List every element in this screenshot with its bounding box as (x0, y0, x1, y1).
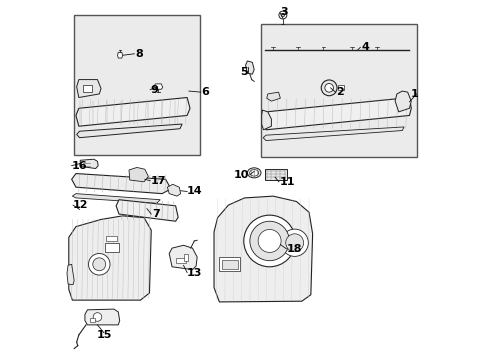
Polygon shape (169, 245, 197, 270)
Bar (221, 260, 237, 269)
Polygon shape (72, 194, 160, 203)
Polygon shape (76, 98, 190, 126)
Circle shape (88, 253, 110, 275)
Bar (104, 243, 119, 252)
Text: 8: 8 (135, 49, 142, 59)
Text: 5: 5 (239, 67, 247, 77)
Bar (175, 258, 186, 263)
Polygon shape (80, 159, 98, 168)
Text: 12: 12 (73, 200, 88, 210)
Text: 11: 11 (279, 177, 295, 187)
Text: 4: 4 (360, 42, 368, 52)
Ellipse shape (249, 170, 258, 176)
Circle shape (244, 215, 295, 267)
Text: 10: 10 (233, 170, 249, 180)
Polygon shape (263, 127, 403, 140)
Bar (83, 85, 92, 92)
Circle shape (321, 80, 336, 96)
Text: 16: 16 (72, 161, 87, 171)
Polygon shape (117, 52, 122, 58)
Polygon shape (266, 92, 280, 101)
Text: 14: 14 (187, 186, 203, 197)
Polygon shape (85, 309, 120, 325)
Polygon shape (261, 110, 271, 130)
Text: 15: 15 (96, 330, 111, 340)
Circle shape (93, 313, 102, 321)
Bar (265, 168, 286, 180)
Polygon shape (129, 167, 148, 182)
Text: 13: 13 (187, 267, 202, 278)
Polygon shape (262, 98, 410, 130)
Circle shape (324, 84, 333, 92)
Circle shape (278, 11, 286, 19)
Polygon shape (72, 174, 171, 194)
Polygon shape (67, 264, 74, 285)
Polygon shape (338, 85, 344, 90)
Polygon shape (77, 80, 101, 98)
Polygon shape (77, 124, 182, 138)
Polygon shape (69, 216, 151, 300)
Polygon shape (154, 84, 163, 89)
Bar (260, 24, 416, 157)
Text: 1: 1 (410, 89, 418, 99)
Circle shape (93, 258, 105, 271)
Ellipse shape (247, 168, 261, 178)
Text: 2: 2 (335, 87, 343, 97)
Circle shape (281, 13, 284, 17)
Circle shape (249, 221, 289, 261)
Polygon shape (245, 61, 254, 74)
Circle shape (281, 229, 308, 256)
Text: 3: 3 (280, 7, 287, 17)
Polygon shape (167, 184, 180, 196)
Text: 7: 7 (152, 209, 160, 219)
Polygon shape (116, 200, 178, 221)
Text: 9: 9 (150, 85, 158, 95)
Bar (183, 253, 187, 261)
Bar (89, 319, 95, 322)
Text: 6: 6 (201, 87, 209, 97)
Text: 17: 17 (150, 176, 166, 186)
Circle shape (285, 234, 303, 252)
Polygon shape (394, 91, 410, 112)
Circle shape (258, 229, 281, 252)
Bar (74, 15, 199, 155)
Text: 18: 18 (286, 244, 302, 254)
Bar (219, 257, 240, 271)
Bar (106, 235, 117, 241)
Polygon shape (214, 196, 312, 302)
